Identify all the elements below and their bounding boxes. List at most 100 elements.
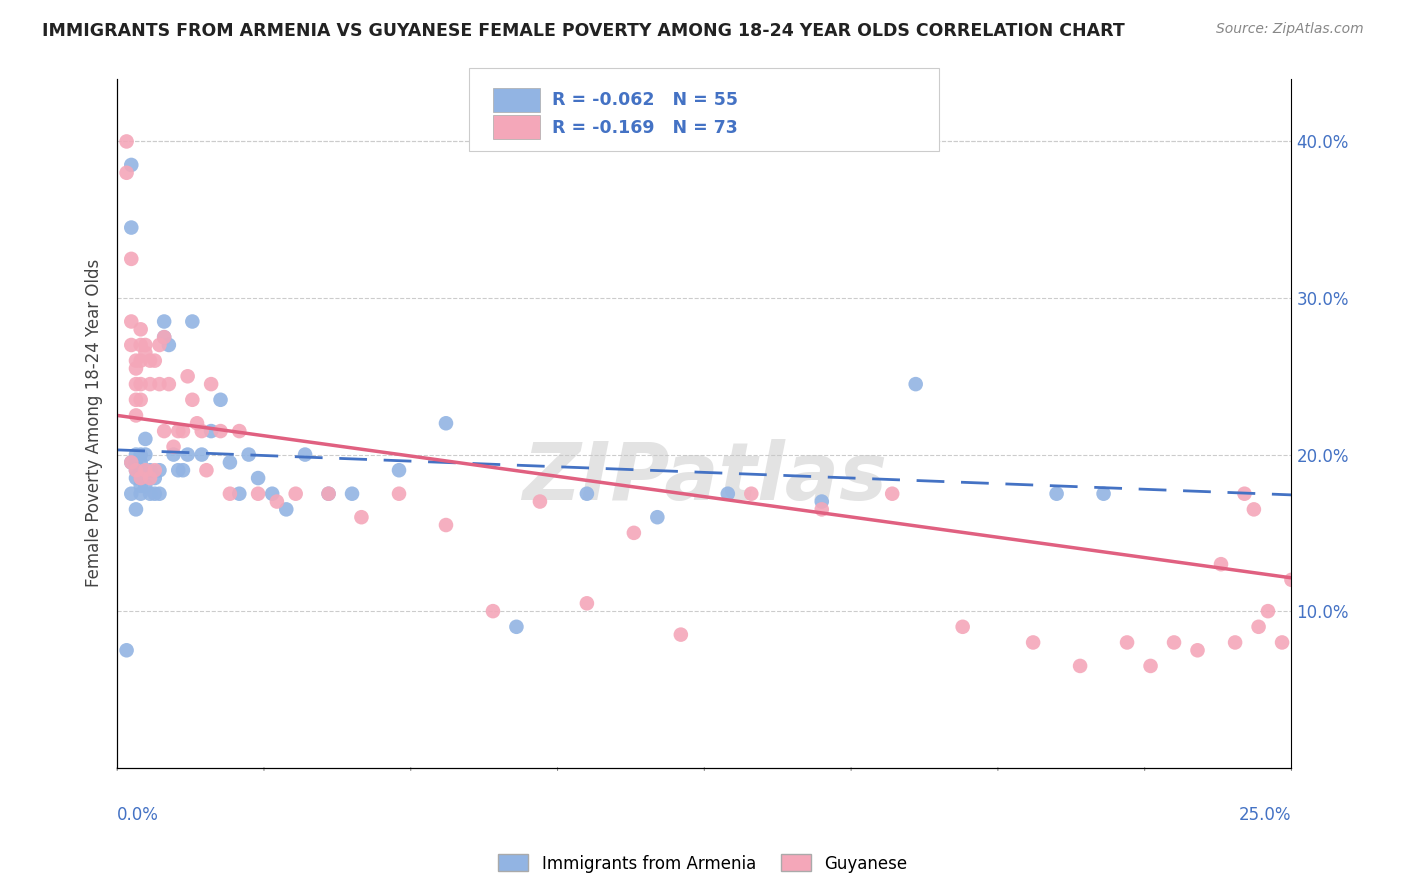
Point (134, 346, 156, 360)
Point (350, 510, 373, 524)
Point (139, 377, 162, 392)
FancyBboxPatch shape (470, 69, 939, 151)
Text: ZIPatlas: ZIPatlas (522, 440, 887, 517)
Point (143, 463, 166, 477)
Point (115, 643, 138, 657)
Text: R = -0.062   N = 55: R = -0.062 N = 55 (551, 91, 738, 109)
Point (1045, 486, 1067, 500)
Point (125, 377, 148, 392)
Point (740, 486, 762, 500)
Point (143, 471, 166, 485)
Point (129, 377, 152, 392)
Point (575, 596, 598, 610)
Point (125, 502, 148, 516)
Point (129, 471, 152, 485)
Point (1243, 502, 1265, 516)
Point (434, 518, 457, 533)
Point (247, 486, 270, 500)
Point (172, 424, 194, 438)
Point (139, 353, 162, 368)
Point (148, 377, 170, 392)
Point (1092, 486, 1115, 500)
Point (482, 604, 505, 618)
Point (172, 463, 194, 477)
Y-axis label: Female Poverty Among 18-24 Year Olds: Female Poverty Among 18-24 Year Olds (86, 260, 103, 588)
Point (129, 463, 152, 477)
Point (120, 158, 142, 172)
Point (575, 486, 598, 500)
Point (143, 486, 166, 500)
Point (134, 338, 156, 352)
Point (219, 486, 242, 500)
Point (167, 424, 190, 438)
Point (176, 369, 198, 384)
Point (134, 448, 156, 462)
Point (904, 377, 927, 392)
Point (143, 353, 166, 368)
Point (181, 314, 204, 328)
Point (181, 392, 204, 407)
Point (125, 392, 148, 407)
Text: Source: ZipAtlas.com: Source: ZipAtlas.com (1216, 22, 1364, 37)
Point (176, 448, 198, 462)
Point (284, 486, 307, 500)
Point (623, 525, 645, 540)
Point (228, 486, 250, 500)
Point (129, 479, 152, 493)
Point (125, 448, 148, 462)
Point (125, 409, 148, 423)
Point (247, 471, 270, 485)
FancyBboxPatch shape (494, 115, 540, 139)
Point (167, 463, 190, 477)
Point (276, 502, 298, 516)
Point (125, 471, 148, 485)
FancyBboxPatch shape (494, 87, 540, 112)
Point (200, 424, 222, 438)
Point (647, 510, 669, 524)
Point (129, 448, 152, 462)
Point (120, 455, 142, 469)
Point (129, 471, 152, 485)
Point (882, 486, 904, 500)
Point (129, 486, 152, 500)
Point (129, 338, 152, 352)
Point (388, 486, 411, 500)
Text: 0.0%: 0.0% (117, 805, 159, 823)
Point (125, 463, 148, 477)
Point (1069, 659, 1091, 673)
Point (120, 486, 142, 500)
Point (139, 486, 162, 500)
Point (1247, 620, 1270, 634)
Point (262, 486, 284, 500)
Point (129, 392, 152, 407)
Point (186, 417, 208, 431)
Point (190, 424, 212, 438)
Point (318, 486, 340, 500)
Point (1022, 635, 1045, 649)
Point (195, 463, 218, 477)
Point (388, 463, 411, 477)
Point (120, 252, 142, 266)
Point (153, 314, 176, 328)
Point (162, 440, 184, 454)
Point (669, 627, 692, 641)
Point (1139, 659, 1161, 673)
Point (209, 392, 232, 407)
Point (153, 330, 176, 344)
Point (148, 463, 170, 477)
Point (148, 486, 170, 500)
Point (162, 448, 184, 462)
Legend: Immigrants from Armenia, Guyanese: Immigrants from Armenia, Guyanese (492, 847, 914, 880)
Point (115, 166, 138, 180)
Point (125, 353, 148, 368)
Point (148, 338, 170, 352)
Point (190, 448, 212, 462)
Point (153, 424, 176, 438)
Point (125, 455, 148, 469)
Point (120, 455, 142, 469)
Point (1163, 635, 1185, 649)
Text: R = -0.169   N = 73: R = -0.169 N = 73 (551, 119, 737, 136)
Point (129, 353, 152, 368)
Point (952, 620, 974, 634)
Point (810, 494, 832, 508)
